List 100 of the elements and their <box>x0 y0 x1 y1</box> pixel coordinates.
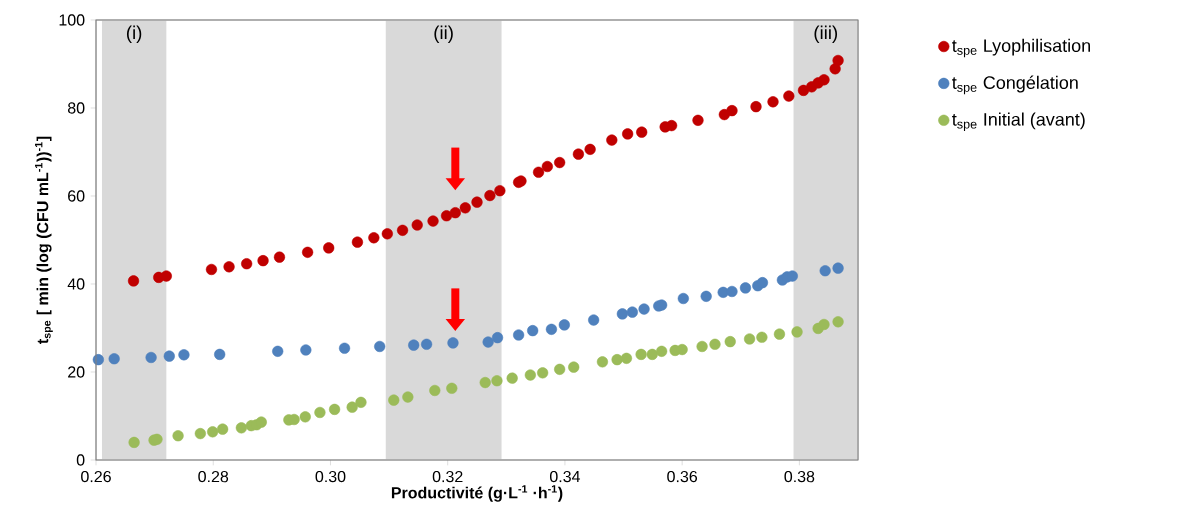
point <box>818 318 830 331</box>
point <box>368 232 380 244</box>
y-tick-label: 40 <box>67 278 85 290</box>
point <box>491 332 504 344</box>
point <box>374 340 386 353</box>
point <box>241 258 253 270</box>
point <box>545 323 558 335</box>
point <box>513 329 525 341</box>
y-tick-label: 60 <box>68 190 85 202</box>
point <box>145 351 157 364</box>
point <box>791 326 803 338</box>
point <box>767 96 779 108</box>
point <box>568 361 580 373</box>
point <box>163 350 175 362</box>
point <box>338 342 351 354</box>
point <box>656 345 668 357</box>
point <box>300 344 312 356</box>
point <box>449 207 461 219</box>
point <box>235 422 247 434</box>
point <box>700 290 712 302</box>
point <box>554 156 566 169</box>
point <box>606 134 618 146</box>
point <box>709 338 721 350</box>
y-tick-label: 100 <box>59 14 85 26</box>
point <box>646 348 658 360</box>
point <box>299 411 311 423</box>
point <box>346 401 358 413</box>
legend-label: t$_{spe}$ Initial (avant) <box>952 112 1085 132</box>
point <box>272 345 284 357</box>
point <box>622 128 634 140</box>
legend-label: t$_{spe}$ Congélation <box>952 75 1078 95</box>
point <box>108 353 120 365</box>
point <box>696 340 708 353</box>
point <box>207 426 219 438</box>
point <box>479 376 491 389</box>
point <box>127 275 140 287</box>
point <box>743 333 756 345</box>
point <box>626 306 638 318</box>
point <box>381 228 393 240</box>
point <box>205 263 218 276</box>
point <box>756 277 769 289</box>
point <box>832 54 844 67</box>
point <box>620 352 633 364</box>
band-label: (ii) <box>434 25 453 43</box>
point <box>572 148 585 160</box>
point <box>616 308 628 320</box>
point <box>217 423 229 435</box>
y-axis-title: t$_{spe}$ [ min (log (CFU mL$^{-1}$))$^{-1}$] <box>35 136 53 344</box>
point <box>420 338 433 350</box>
point <box>636 126 648 138</box>
point <box>351 236 364 248</box>
point <box>396 224 409 236</box>
band-label: (i) <box>126 25 142 43</box>
point <box>819 265 831 277</box>
x-tick-label: 0.32 <box>432 470 463 483</box>
point <box>128 436 140 448</box>
y-tick-label: 80 <box>67 102 85 114</box>
point <box>427 215 439 227</box>
x-tick-label: 0.28 <box>198 470 229 483</box>
point <box>482 336 494 348</box>
point <box>223 261 235 273</box>
point <box>471 196 483 208</box>
point <box>832 316 844 328</box>
point <box>257 255 269 267</box>
band-label: (iii) <box>814 25 838 43</box>
point <box>494 185 506 197</box>
point <box>588 314 600 326</box>
point <box>532 166 545 178</box>
point <box>756 331 768 343</box>
point <box>447 337 459 349</box>
point <box>178 349 190 361</box>
point <box>484 189 496 202</box>
point <box>739 282 752 294</box>
point <box>750 101 762 113</box>
y-tick-label: 20 <box>68 366 85 378</box>
point <box>554 363 566 375</box>
point <box>635 348 647 360</box>
point <box>724 336 736 348</box>
point <box>491 375 503 387</box>
x-tick-label: 0.30 <box>315 470 346 483</box>
point <box>446 382 458 394</box>
point <box>558 319 570 331</box>
x-tick-label: 0.26 <box>81 470 111 483</box>
point <box>541 160 553 173</box>
point <box>638 303 650 315</box>
point <box>666 119 678 132</box>
point <box>596 356 609 368</box>
legend-label: t$_{spe}$ Lyophilisation <box>952 38 1090 58</box>
point <box>527 325 539 337</box>
point <box>524 369 536 381</box>
point <box>832 262 844 274</box>
point <box>429 384 441 397</box>
point <box>172 430 184 442</box>
point <box>302 246 314 258</box>
point <box>692 114 704 126</box>
point <box>459 202 471 214</box>
point <box>388 394 400 406</box>
point <box>818 74 830 86</box>
point <box>411 219 423 231</box>
point <box>677 292 689 305</box>
